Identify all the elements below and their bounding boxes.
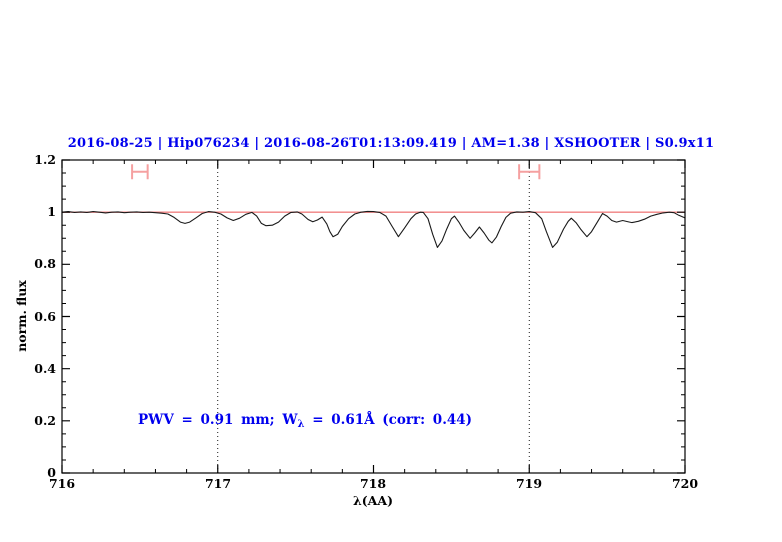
range-marker bbox=[131, 164, 149, 180]
x-tick-label: 719 bbox=[515, 476, 543, 491]
y-tick-label: 0.4 bbox=[34, 361, 56, 376]
pwv-annotation-value: = 0.61Å (corr: 0.44) bbox=[304, 412, 473, 428]
x-tick-label: 720 bbox=[671, 476, 699, 491]
y-tick-label: 0.8 bbox=[34, 256, 56, 271]
spectrum-line bbox=[61, 210, 686, 248]
pwv-annotation-text: PWV = 0.91 mm; W bbox=[138, 412, 298, 428]
pwv-annotation-subscript: λ bbox=[297, 419, 305, 430]
y-tick-label: 0.6 bbox=[34, 309, 56, 324]
y-axis-label: norm. flux bbox=[14, 280, 29, 352]
x-tick-label: 717 bbox=[204, 476, 232, 491]
minor-ticks bbox=[62, 160, 685, 473]
plot-title: 2016-08-25 | Hip076234 | 2016-08-26T01:1… bbox=[67, 136, 715, 151]
y-tick-label: 1.2 bbox=[34, 152, 56, 167]
plot-frame bbox=[61, 159, 686, 474]
range-marker bbox=[518, 164, 541, 180]
y-tick-label: 1 bbox=[47, 204, 56, 219]
pwv-annotation: PWV = 0.91 mm; Wλ = 0.61Å (corr: 0.44) bbox=[138, 412, 472, 430]
x-axis-label: λ(AA) bbox=[353, 493, 393, 508]
y-tick-label: 0 bbox=[47, 465, 56, 480]
y-tick-label: 0.2 bbox=[34, 413, 56, 428]
x-tick-label: 718 bbox=[359, 476, 387, 491]
x-tick-label: 716 bbox=[48, 476, 76, 491]
